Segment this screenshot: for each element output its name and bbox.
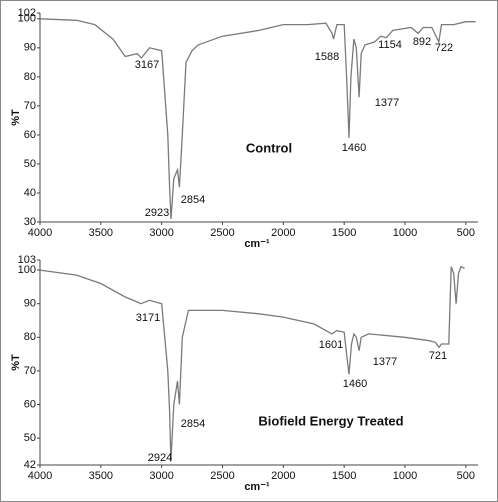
peak-label: 1154 (378, 39, 402, 51)
y-tick-label: 70 (24, 365, 36, 377)
peak-label: 2854 (181, 194, 205, 206)
y-tick-label: 40 (24, 187, 36, 199)
peak-label: 2924 (148, 452, 172, 464)
y-tick-label: 50 (24, 158, 36, 170)
peak-label: 1377 (373, 356, 397, 368)
y-tick-label: 30 (24, 216, 36, 228)
peak-label: 1460 (343, 378, 367, 390)
x-tick-label: 4000 (28, 470, 52, 482)
x-tick-label: 3000 (149, 227, 173, 239)
x-tick-label: 1000 (393, 470, 417, 482)
peak-label: 2854 (181, 418, 205, 430)
y-tick-label: 50 (24, 432, 36, 444)
x-axis-label: cm⁻¹ (244, 481, 270, 493)
x-tick-label: 3500 (89, 227, 113, 239)
y-axis-label: %T (10, 109, 22, 126)
peak-label: 1588 (315, 51, 339, 63)
peak-label: 721 (429, 350, 447, 362)
peak-label: 722 (435, 42, 453, 54)
peak-label: 1377 (375, 97, 399, 109)
x-tick-label: 1000 (393, 227, 417, 239)
chart-title: Control (246, 140, 292, 155)
x-tick-label: 3000 (149, 470, 173, 482)
peak-label: 892 (413, 36, 431, 48)
peak-label: 3171 (136, 312, 160, 324)
x-tick-label: 1500 (332, 470, 356, 482)
peak-label: 3167 (135, 59, 159, 71)
spectrum-line (39, 18, 476, 220)
x-tick-label: 3500 (89, 470, 113, 482)
y-tick-label: 90 (24, 42, 36, 54)
x-tick-label: 2500 (210, 470, 234, 482)
x-tick-label: 500 (457, 227, 475, 239)
y-tick-label: 90 (24, 298, 36, 310)
y-tick-label: 80 (24, 71, 36, 83)
y-tick-label: 102 (18, 7, 36, 19)
y-tick-label: 103 (18, 254, 36, 266)
x-tick-label: 500 (457, 470, 475, 482)
x-tick-label: 2000 (271, 470, 295, 482)
x-tick-label: 2500 (210, 227, 234, 239)
x-tick-label: 4000 (28, 227, 52, 239)
y-tick-label: 60 (24, 129, 36, 141)
peak-label: 1601 (319, 339, 343, 351)
peak-label: 1460 (342, 142, 366, 154)
spectrum-line (39, 265, 465, 462)
y-tick-label: 70 (24, 100, 36, 112)
y-tick-label: 80 (24, 331, 36, 343)
y-axis-label: %T (10, 354, 22, 371)
y-tick-label: 100 (18, 13, 36, 25)
x-tick-label: 2000 (271, 227, 295, 239)
x-tick-label: 1500 (332, 227, 356, 239)
chart-title: Biofield Energy Treated (258, 413, 403, 428)
peak-label: 2923 (145, 207, 169, 219)
x-axis-label: cm⁻¹ (244, 238, 270, 250)
y-tick-label: 100 (18, 264, 36, 276)
y-tick-label: 60 (24, 398, 36, 410)
y-tick-label: 42 (24, 459, 36, 471)
